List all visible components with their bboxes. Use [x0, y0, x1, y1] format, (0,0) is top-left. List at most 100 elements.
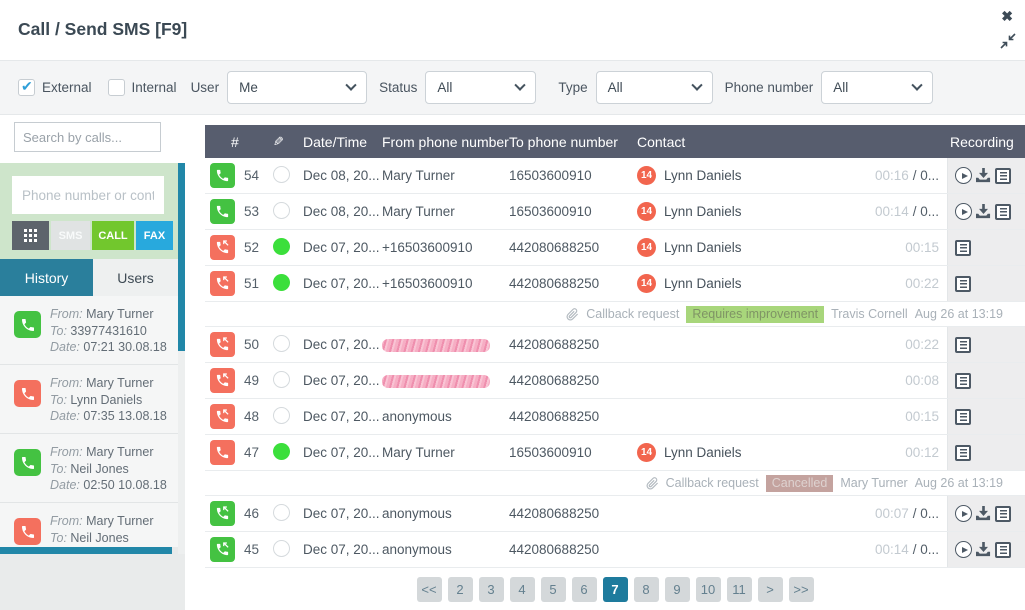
status-filter-label: Status [379, 80, 418, 95]
contact-badge: 14 [637, 202, 656, 221]
keypad-button[interactable] [12, 221, 49, 250]
table-row[interactable]: 45 Dec 07, 20... anonymous 442080688250 … [205, 532, 1025, 568]
phone-filter-select[interactable]: All [821, 71, 934, 104]
page-button[interactable]: 3 [478, 577, 504, 602]
page-button-active[interactable]: 7 [602, 577, 628, 602]
status-dot[interactable] [273, 539, 290, 557]
search-calls-input[interactable] [14, 122, 161, 152]
table-row[interactable]: 48 Dec 07, 20... anonymous 442080688250 … [205, 399, 1025, 435]
status-dot[interactable] [273, 406, 290, 424]
table-row[interactable]: 54 Dec 08, 20... Mary Turner 16503600910… [205, 158, 1025, 194]
page-button[interactable]: 2 [447, 577, 473, 602]
call-details-icon[interactable] [955, 275, 971, 292]
call-details-icon[interactable] [955, 444, 971, 461]
play-recording-icon[interactable] [955, 203, 972, 220]
close-icon[interactable]: ✖ [1001, 8, 1013, 24]
call-details-icon[interactable] [995, 541, 1011, 558]
play-recording-icon[interactable] [955, 541, 972, 558]
play-recording-icon[interactable] [955, 505, 972, 522]
page-button[interactable]: 11 [726, 577, 752, 602]
history-item[interactable]: From: Mary Turner To: Neil Jones Date: 0… [0, 434, 178, 503]
page-next-button[interactable]: > [757, 577, 783, 602]
outgoing-call-icon [14, 449, 41, 476]
table-row[interactable]: 49 Dec 07, 20... 442080688250 00:08 [205, 363, 1025, 399]
page-button[interactable]: 4 [509, 577, 535, 602]
status-dot[interactable] [273, 237, 290, 255]
call-details-icon[interactable] [995, 167, 1011, 184]
play-recording-icon[interactable] [955, 167, 972, 184]
call-to: 442080688250 [509, 276, 600, 291]
filter-bar: ✔ External Internal User Me Status All T… [0, 60, 1025, 115]
internal-checkbox[interactable]: Internal [107, 79, 177, 96]
missed-incoming-call-icon [210, 368, 235, 393]
missed-incoming-call-icon [210, 404, 235, 429]
collapse-icon[interactable] [1000, 33, 1016, 49]
status-dot[interactable] [273, 273, 290, 291]
call-button[interactable]: CALL [92, 221, 134, 250]
status-dot[interactable] [273, 334, 290, 352]
scrollbar-thumb[interactable] [178, 163, 185, 351]
status-dot[interactable] [273, 370, 290, 388]
status-dot[interactable] [273, 165, 290, 183]
table-row[interactable]: 50 Dec 07, 20... 442080688250 00:22 [205, 327, 1025, 363]
outgoing-call-icon [210, 440, 235, 465]
call-details-icon[interactable] [955, 408, 971, 425]
incoming-call-icon [210, 537, 235, 562]
fax-button[interactable]: FAX [136, 221, 173, 250]
contact-badge: 14 [637, 166, 656, 185]
call-duration: 00:22 [905, 276, 939, 291]
page-button[interactable]: 5 [540, 577, 566, 602]
call-details-icon[interactable] [955, 336, 971, 353]
horizontal-scrollbar[interactable] [0, 547, 178, 554]
table-row[interactable]: 47 Dec 07, 20... Mary Turner 16503600910… [205, 435, 1025, 471]
vertical-scrollbar[interactable] [178, 163, 185, 554]
download-recording-icon[interactable] [976, 168, 991, 183]
history-item[interactable]: From: Mary Turner To: Neil Jones [0, 503, 178, 547]
incoming-call-icon [210, 501, 235, 526]
page-button[interactable]: 8 [633, 577, 659, 602]
call-details-icon[interactable] [995, 505, 1011, 522]
call-id: 47 [244, 445, 260, 460]
table-row[interactable]: 52 Dec 07, 20... +16503600910 4420806882… [205, 230, 1025, 266]
callback-label: Callback request [665, 476, 759, 490]
internal-label: Internal [131, 80, 177, 95]
external-checkbox[interactable]: ✔ External [18, 78, 92, 96]
call-duration: 00:08 [905, 373, 939, 388]
call-details-icon[interactable] [955, 372, 971, 389]
page-first-button[interactable]: << [416, 577, 442, 602]
type-filter-label: Type [558, 80, 588, 95]
history-item[interactable]: From: Mary Turner To: Lynn Daniels Date:… [0, 365, 178, 434]
user-filter-select[interactable]: Me [227, 71, 368, 104]
keypad-grid-icon [24, 229, 37, 242]
user-filter-label: User [190, 80, 220, 95]
call-from: Mary Turner [382, 445, 455, 460]
sidebar-tabs: History Users [0, 259, 178, 296]
download-recording-icon[interactable] [976, 542, 991, 557]
window-title: Call / Send SMS [F9] [18, 19, 188, 39]
page-button[interactable]: 9 [664, 577, 690, 602]
status-dot[interactable] [273, 201, 290, 219]
status-filter-select[interactable]: All [425, 71, 537, 104]
status-dot[interactable] [273, 442, 290, 460]
table-row[interactable]: 51 Dec 07, 20... +16503600910 4420806882… [205, 266, 1025, 302]
tab-history[interactable]: History [0, 259, 93, 296]
callback-request-row: Callback request Cancelled Mary Turner A… [205, 471, 1025, 496]
missed-incoming-call-icon [210, 332, 235, 357]
page-button[interactable]: 6 [571, 577, 597, 602]
page-last-button[interactable]: >> [788, 577, 814, 602]
call-details-icon[interactable] [955, 239, 971, 256]
download-recording-icon[interactable] [976, 204, 991, 219]
type-filter-select[interactable]: All [595, 71, 713, 104]
page-button[interactable]: 10 [695, 577, 721, 602]
sms-button[interactable]: SMS [51, 221, 90, 250]
table-row[interactable]: 53 Dec 08, 20... Mary Turner 16503600910… [205, 194, 1025, 230]
call-details-icon[interactable] [995, 203, 1011, 220]
status-dot[interactable] [273, 503, 290, 521]
paperclip-icon [646, 476, 659, 490]
table-row[interactable]: 46 Dec 07, 20... anonymous 442080688250 … [205, 496, 1025, 532]
tab-users[interactable]: Users [93, 259, 178, 296]
download-recording-icon[interactable] [976, 506, 991, 521]
scrollbar-thumb[interactable] [0, 547, 172, 554]
dial-number-input[interactable] [12, 176, 164, 214]
history-item[interactable]: From: Mary Turner To: 33977431610 Date: … [0, 296, 178, 365]
